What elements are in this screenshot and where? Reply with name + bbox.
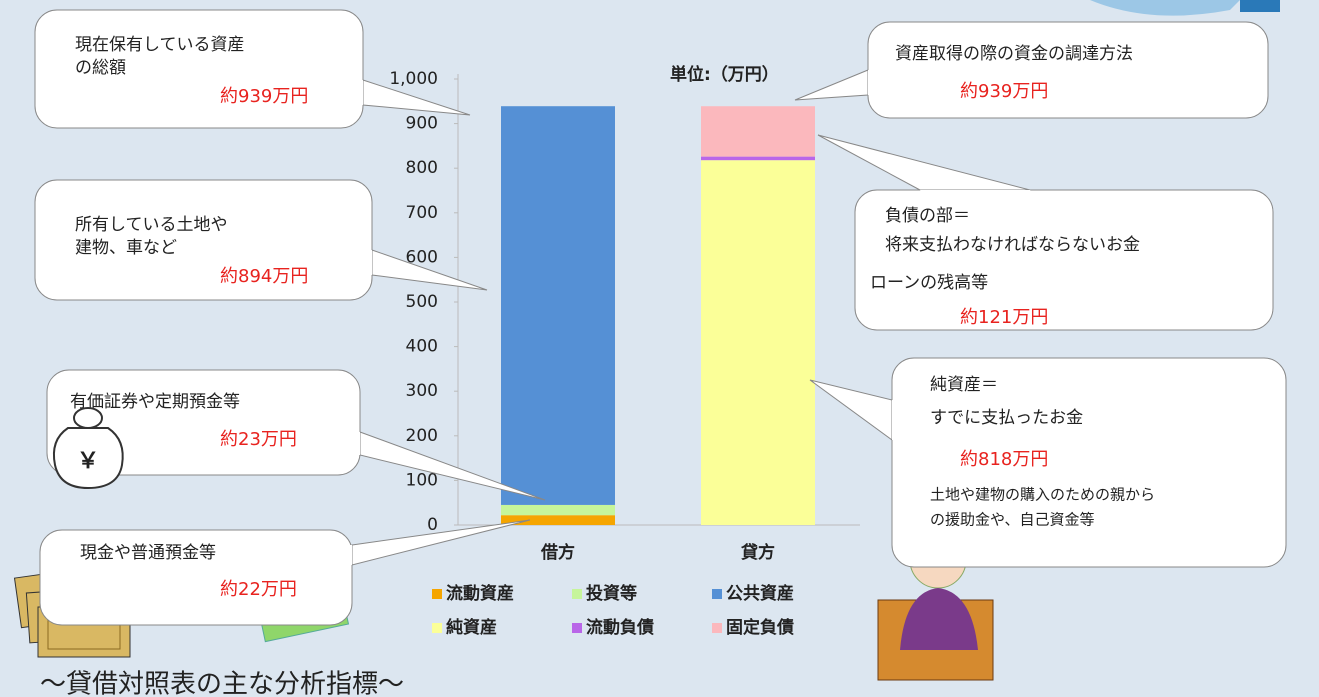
legend-label: 流動資産 <box>446 583 514 604</box>
callout-joint <box>350 545 352 565</box>
callout-box <box>868 22 1268 118</box>
legend-swatch <box>432 623 442 633</box>
legend-swatch <box>712 623 722 633</box>
callout-text: 現在保有している資産 <box>75 35 245 55</box>
callout-note: の援助金や、自己資金等 <box>930 511 1095 529</box>
y-tick-label: 200 <box>406 426 438 446</box>
y-tick-label: 0 <box>427 515 438 535</box>
y-tick-label: 700 <box>406 203 438 223</box>
callout-amount: 約939万円 <box>220 86 308 107</box>
y-tick-label: 900 <box>406 114 438 134</box>
bag-top <box>74 408 102 428</box>
bag-symbol: ￥ <box>77 449 99 474</box>
legend-label: 公共資産 <box>726 583 794 604</box>
legend-label: 流動負債 <box>586 617 654 638</box>
callout-note: 土地や建物の購入のための親から <box>930 486 1155 504</box>
callout-amount: 約818万円 <box>960 449 1048 470</box>
callout-amount: 約23万円 <box>220 429 297 450</box>
callout-text: 現金や普通預金等 <box>80 543 216 563</box>
legend-swatch <box>572 589 582 599</box>
legend-label: 純資産 <box>446 617 497 638</box>
callout-text: の総額 <box>75 58 126 78</box>
callout-text: 所有している土地や <box>75 215 228 235</box>
legend-label: 投資等 <box>586 583 637 604</box>
callout-joint <box>370 250 372 275</box>
callout-amount: 約121万円 <box>960 307 1048 328</box>
callout-text: ローンの残高等 <box>870 273 988 293</box>
y-tick-label: 500 <box>406 292 438 312</box>
callout-text: 負債の部＝ <box>885 206 970 226</box>
bar-segment <box>501 515 615 525</box>
legend-swatch <box>572 623 582 633</box>
callout: 純資産＝ すでに支払ったお金約818万円土地や建物の購入のための親からの援助金や、… <box>810 358 1286 567</box>
x-tick-label: 貸方 <box>740 542 775 563</box>
bar-segment <box>501 505 615 515</box>
unit-label: 単位:（万円） <box>670 64 779 85</box>
y-tick-label: 1,000 <box>389 69 438 89</box>
callout-pointer <box>818 135 1030 190</box>
y-tick-label: 100 <box>406 470 438 490</box>
decoration <box>1090 0 1240 16</box>
page: {"chart_data":{"type":"bar","stacked":tr… <box>0 0 1319 697</box>
callout-joint <box>892 400 894 440</box>
callout-joint <box>920 190 1032 192</box>
legend-swatch <box>432 589 442 599</box>
callout-text: すでに支払ったお金 <box>930 408 1083 428</box>
x-tick-label: 借方 <box>540 542 575 563</box>
footer-title: ～貸借対照表の主な分析指標～ <box>40 670 404 697</box>
y-tick-label: 400 <box>406 337 438 357</box>
callout-joint <box>361 80 363 105</box>
bar-segment <box>701 106 815 156</box>
callout-text: 資産取得の際の資金の調達方法 <box>895 44 1133 64</box>
callout-amount: 約22万円 <box>220 579 297 600</box>
y-tick-label: 800 <box>406 158 438 178</box>
callout-pointer <box>795 70 868 100</box>
callout-joint <box>358 432 360 455</box>
y-tick-label: 300 <box>406 381 438 401</box>
bar-segment <box>701 160 815 525</box>
callout-pointer <box>810 380 892 440</box>
legend-label: 固定負債 <box>726 617 794 638</box>
callout-text: 将来支払わなければならないお金 <box>885 235 1140 255</box>
callout-pointer <box>352 520 530 565</box>
callout-amount: 約894万円 <box>220 266 308 287</box>
callout-joint <box>868 70 870 95</box>
decoration <box>1240 0 1280 12</box>
callout-text: 建物、車など <box>75 238 177 258</box>
bar-segment <box>701 157 815 161</box>
chart: 単位:（万円） ～貸借対照表の主な分析指標～ 01002003004005006… <box>0 0 1319 697</box>
callout-text: 純資産＝ <box>930 375 998 395</box>
callout-amount: 約939万円 <box>960 81 1048 102</box>
bar-segment <box>501 106 615 505</box>
legend-swatch <box>712 589 722 599</box>
